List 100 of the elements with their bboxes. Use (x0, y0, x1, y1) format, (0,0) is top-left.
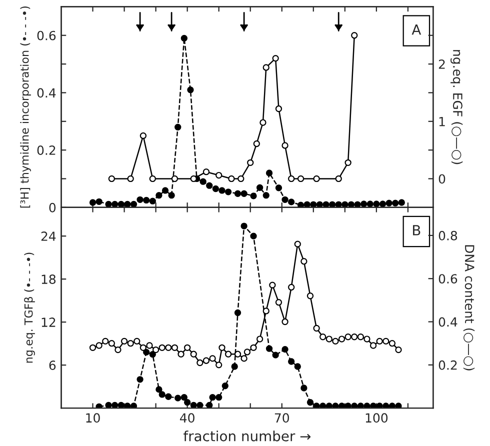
point (382, 402, 390, 408)
point (156, 192, 162, 199)
point (366, 200, 374, 208)
point (250, 192, 257, 200)
point (140, 132, 147, 140)
point (190, 175, 197, 182)
point (96, 403, 102, 408)
y2-tick-label: 2 (438, 60, 445, 69)
point (118, 402, 124, 408)
point (300, 384, 308, 392)
point (234, 190, 242, 197)
point (313, 175, 320, 182)
point (105, 402, 112, 408)
point (165, 344, 172, 351)
point (262, 64, 270, 71)
point (206, 402, 213, 408)
point (149, 175, 156, 182)
point (143, 196, 150, 204)
point (143, 348, 150, 356)
point (392, 200, 399, 206)
y-tick-label: 0.4 (37, 88, 56, 98)
point (171, 175, 178, 182)
point (348, 201, 355, 208)
point (373, 200, 380, 208)
point (328, 201, 336, 208)
point (228, 175, 235, 182)
point (178, 350, 184, 358)
y2-tick-label: 0.2 (438, 360, 457, 370)
point (370, 342, 377, 349)
point (272, 352, 279, 358)
point (351, 334, 358, 340)
point (96, 342, 102, 349)
point (216, 362, 222, 368)
point (275, 299, 282, 306)
point (196, 359, 204, 366)
point (379, 200, 386, 208)
point (364, 402, 370, 408)
point (108, 340, 116, 347)
point (297, 202, 304, 208)
point (272, 54, 279, 62)
y-tick-label: 6 (49, 360, 56, 370)
point (269, 282, 276, 288)
point (196, 402, 204, 408)
point (395, 346, 402, 354)
point (240, 355, 248, 362)
point (152, 346, 160, 354)
y2-tick-label: 0.6 (438, 274, 458, 284)
y-tick-label: 24 (41, 232, 56, 241)
point (266, 170, 273, 176)
point (357, 334, 364, 340)
point (376, 402, 383, 408)
point (288, 198, 295, 206)
point (247, 159, 254, 166)
point (313, 324, 320, 332)
point (149, 351, 156, 358)
point (158, 344, 166, 351)
point (294, 240, 301, 248)
point (313, 402, 320, 408)
point (146, 342, 153, 349)
point (382, 338, 390, 345)
point (335, 175, 342, 182)
point (130, 402, 138, 408)
y-tick-label: 12 (42, 318, 56, 327)
point (202, 357, 210, 364)
point (344, 159, 352, 166)
point (209, 394, 216, 401)
y-tick-label: 18 (42, 274, 56, 284)
point (238, 175, 244, 182)
point (260, 119, 266, 126)
point (256, 336, 264, 342)
y2-axis-title: DNA content (○—○) (463, 245, 475, 370)
point (332, 338, 339, 345)
point (216, 172, 222, 179)
point (130, 200, 138, 208)
point (114, 346, 122, 354)
y-tick-label: 0.2 (37, 146, 56, 155)
point (386, 200, 392, 206)
point (112, 402, 118, 408)
point (357, 402, 364, 408)
point (127, 340, 134, 347)
point (262, 192, 270, 199)
point (304, 201, 310, 208)
point (224, 350, 232, 358)
point (320, 402, 326, 408)
x-tick-label: 40 (180, 413, 194, 423)
point (184, 399, 191, 406)
point (395, 402, 402, 408)
point (256, 184, 264, 191)
point (206, 182, 213, 189)
point (134, 338, 140, 345)
y2-tick-label: 0.4 (438, 317, 458, 327)
point (234, 350, 242, 358)
point (342, 201, 348, 208)
point (364, 336, 370, 342)
point (108, 175, 116, 182)
point (184, 344, 191, 351)
y-axis-title: ng.eq. TGFβ (•- - -•) (24, 252, 35, 363)
point (102, 338, 109, 345)
x-tick-label: 10 (86, 413, 100, 423)
point (288, 284, 295, 291)
